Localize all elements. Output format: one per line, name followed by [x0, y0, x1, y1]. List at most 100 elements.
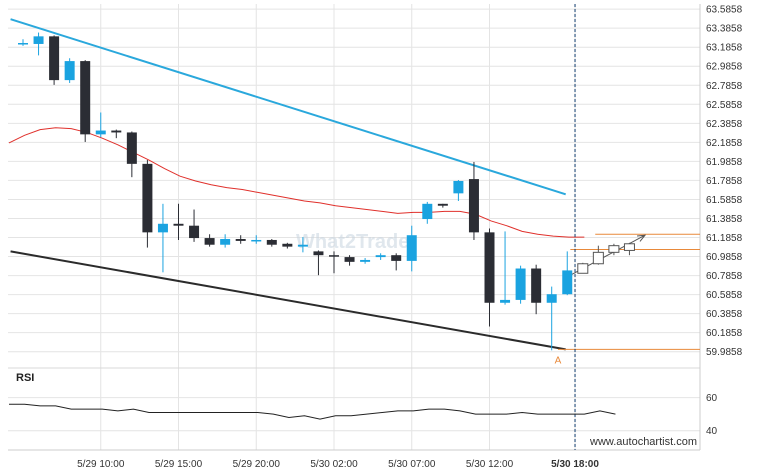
bull-candle: [500, 231, 511, 305]
candle-body: [468, 179, 479, 233]
candle-body: [546, 294, 557, 303]
time-tick-label: 5/30 02:00: [310, 459, 358, 470]
watermark-text: What2Trade: [296, 231, 409, 253]
footer-url: www.autochartist.com: [589, 436, 697, 448]
price-tick-label: 60.3858: [706, 309, 743, 320]
bear-candle: [282, 242, 293, 249]
candle-body: [297, 244, 308, 247]
candle-body: [577, 263, 589, 274]
ma-line: [8, 127, 585, 238]
candle-body: [266, 239, 277, 245]
candle-body: [126, 132, 137, 164]
bear-candle: [126, 131, 137, 178]
candle-body: [608, 245, 620, 253]
candle-body: [562, 270, 573, 295]
bear-candle: [531, 264, 542, 315]
bull-candle: [406, 225, 417, 272]
bear-candle: [329, 251, 339, 274]
candle-body: [157, 223, 168, 233]
price-tick-label: 61.5858: [706, 195, 743, 206]
candles: [18, 32, 635, 351]
rsi-panel: RSI 60 40: [9, 372, 718, 437]
bear-candle: [344, 255, 355, 266]
forecast-arrow-head: [636, 234, 647, 242]
price-tick-label: 59.9858: [706, 347, 743, 358]
bear-candle: [189, 209, 200, 242]
support-line: [10, 250, 566, 351]
candle-body: [33, 36, 44, 44]
bear-candle: [142, 160, 153, 248]
chart-grid: [8, 4, 701, 451]
projected-candle: [608, 243, 620, 256]
bear-candle: [80, 60, 91, 142]
time-tick-label: 5/29 15:00: [155, 459, 203, 470]
time-tick-label: 5/30 18:00: [551, 459, 599, 470]
price-tick-label: 63.3858: [706, 24, 743, 35]
time-tick-label: 5/30 07:00: [388, 459, 436, 470]
price-tick-label: 62.7858: [706, 81, 743, 92]
candle-body: [142, 163, 153, 233]
candle-body: [437, 203, 448, 206]
candle-body: [64, 61, 75, 81]
bear-candle: [204, 234, 215, 247]
candle-body: [531, 268, 542, 303]
bear-candle: [266, 239, 277, 247]
price-tick-label: 62.1858: [706, 138, 743, 149]
candle-body: [235, 239, 246, 241]
candle-body: [313, 251, 324, 256]
candle-body: [406, 235, 417, 261]
candle-body: [18, 43, 28, 45]
price-tick-label: 61.7858: [706, 176, 743, 187]
bear-candle: [437, 203, 448, 208]
bear-candle: [391, 253, 402, 271]
axes: 63.5858 63.3858 63.1858 62.9858 62.7858 62.58…: [77, 5, 742, 470]
rsi-title: RSI: [16, 372, 34, 384]
bull-candle: [375, 253, 386, 260]
bull-candle: [95, 112, 106, 138]
price-tick-label: 63.5858: [706, 5, 743, 16]
bear-candle: [468, 161, 479, 240]
price-tick-label: 62.5858: [706, 100, 743, 111]
price-tick-label: 60.9858: [706, 252, 743, 263]
candle-body: [515, 268, 526, 300]
bull-candle: [64, 58, 75, 83]
price-tick-label: 60.7858: [706, 271, 743, 282]
candle-body: [422, 203, 433, 220]
resistance-line: [10, 18, 566, 196]
candle-body: [189, 225, 200, 239]
candle-body: [111, 130, 122, 133]
candle-body: [360, 259, 371, 262]
bull-candle: [360, 258, 371, 264]
candle-body: [80, 61, 91, 135]
candle-body: [500, 299, 511, 303]
price-tick-label: 62.3858: [706, 119, 743, 130]
projected-candle: [577, 262, 589, 274]
bear-candle: [313, 250, 324, 276]
moving-average: [8, 127, 585, 238]
bear-candle: [111, 129, 122, 139]
candle-body: [484, 232, 495, 303]
rsi-tick-label: 40: [706, 426, 718, 437]
time-tick-label: 5/30 12:00: [466, 459, 514, 470]
price-tick-label: 60.1858: [706, 328, 743, 339]
projected-candle: [623, 242, 635, 256]
candle-body: [391, 255, 402, 261]
candle-body: [251, 239, 262, 242]
bear-candle: [484, 228, 495, 327]
candle-body: [344, 257, 355, 262]
bull-candle: [220, 234, 231, 248]
bear-candle: [235, 235, 246, 244]
time-tick-label: 5/29 10:00: [77, 459, 125, 470]
price-tick-label: 61.3858: [706, 214, 743, 225]
price-tick-label: 62.9858: [706, 62, 743, 73]
candle-body: [453, 180, 464, 194]
trend-lines: [10, 18, 566, 351]
bull-candle: [562, 251, 573, 296]
candle-body: [220, 239, 231, 245]
bull-candle: [251, 235, 262, 244]
candle-body: [173, 223, 184, 226]
candle-body: [49, 36, 60, 81]
bull-candle: [297, 237, 308, 253]
bull-candle: [422, 201, 433, 224]
